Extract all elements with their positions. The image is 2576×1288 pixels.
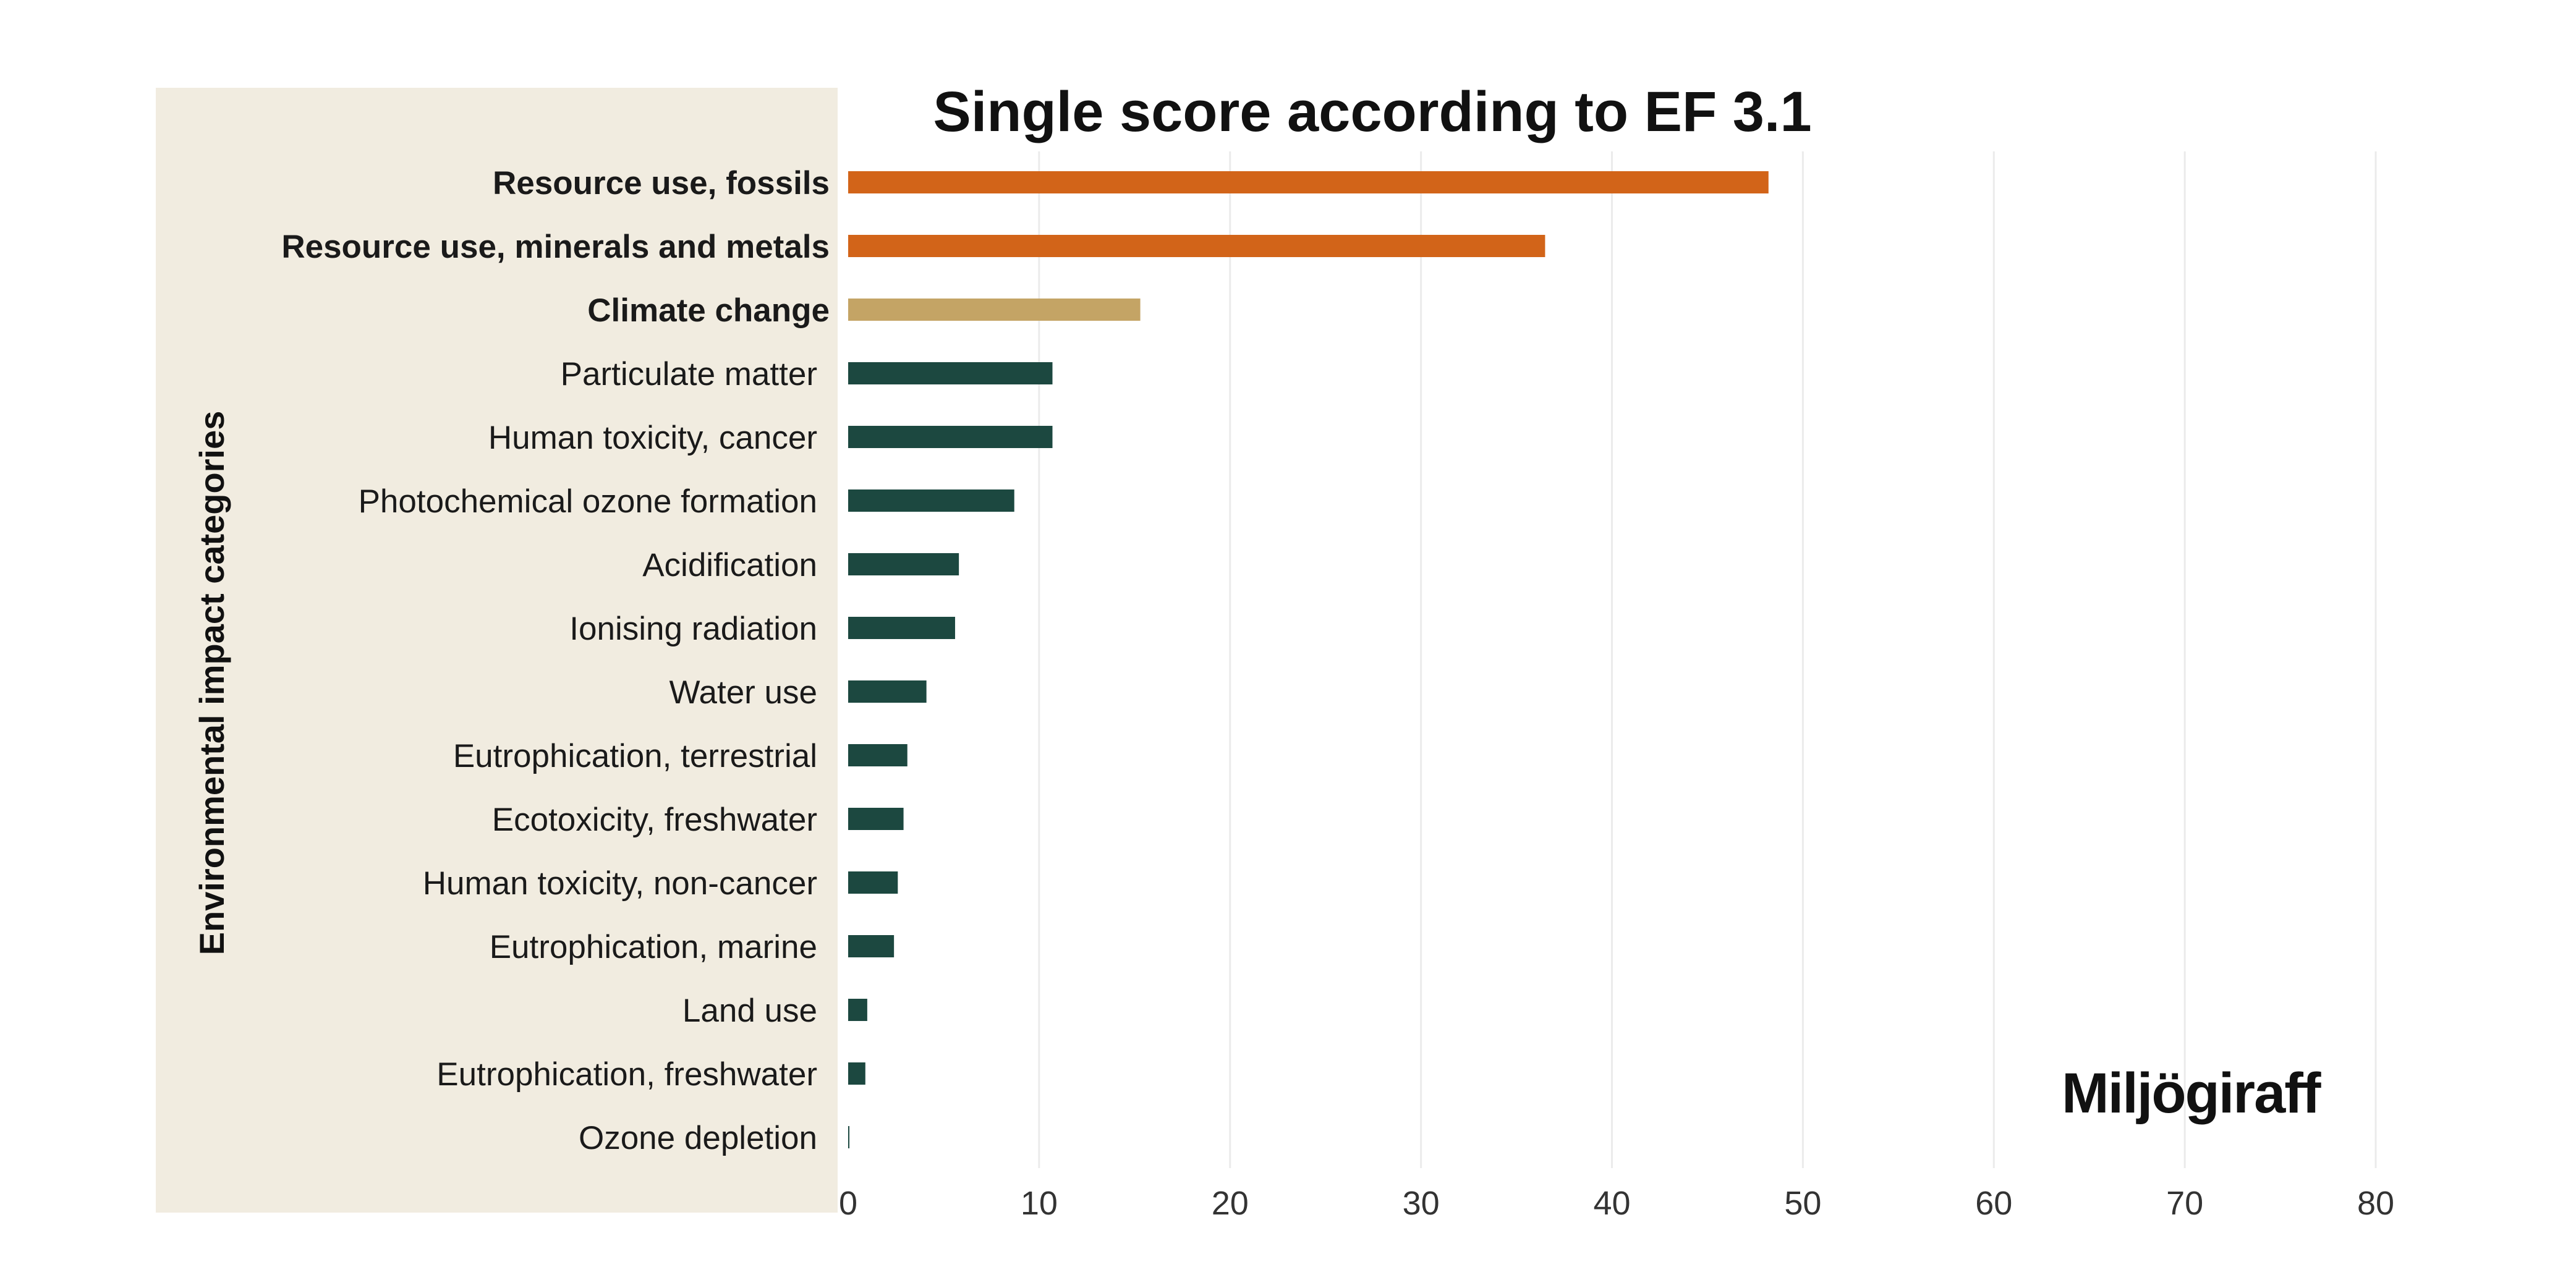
logo-text: Miljögiraff <box>2062 1062 2321 1125</box>
bar <box>848 1062 865 1085</box>
category-labels: Resource use, fossils Resource use, miner… <box>281 165 830 1156</box>
bar <box>848 680 927 703</box>
category-label: Acidification <box>642 547 817 583</box>
category-label: Eutrophication, terrestrial <box>453 738 817 774</box>
category-label: Ozone depletion <box>579 1120 817 1156</box>
category-label: Human toxicity, non-cancer <box>423 865 817 902</box>
x-tick-label: 50 <box>1784 1185 1821 1222</box>
y-axis-label: Environmental impact categories <box>192 411 231 955</box>
category-label: Human toxicity, cancer <box>488 420 817 456</box>
gridlines <box>1038 151 2377 1168</box>
bar <box>848 744 908 766</box>
bar <box>848 935 895 957</box>
x-tick-label: 10 <box>1021 1185 1058 1222</box>
bar <box>848 999 867 1021</box>
miljogiraff-logo: Miljögiraff <box>2062 1062 2323 1125</box>
x-tick-label: 80 <box>2357 1185 2394 1222</box>
category-label: Eutrophication, marine <box>490 929 817 965</box>
bar <box>848 871 898 894</box>
category-label: Eutrophication, freshwater <box>436 1056 817 1093</box>
bars <box>848 171 1769 1148</box>
bar <box>848 299 1141 321</box>
category-label: Resource use, fossils <box>493 165 830 201</box>
x-tick-label: 0 <box>839 1185 857 1222</box>
category-label: Photochemical ozone formation <box>359 483 817 520</box>
category-label: Land use <box>682 993 817 1029</box>
x-tick-label: 70 <box>2166 1185 2203 1222</box>
bar <box>848 617 955 639</box>
category-label: Particulate matter <box>561 356 817 392</box>
bar <box>848 808 904 830</box>
x-tick-label: 20 <box>1212 1185 1249 1222</box>
bar <box>848 362 1053 384</box>
category-label: Resource use, minerals and metals <box>281 229 830 265</box>
category-panel-background <box>156 88 838 1213</box>
category-label: Ecotoxicity, freshwater <box>492 802 817 838</box>
x-axis-ticks: 0 10 20 30 40 50 60 70 80 <box>839 1185 2394 1222</box>
x-tick-label: 30 <box>1403 1185 1440 1222</box>
x-tick-label: 60 <box>1975 1185 2012 1222</box>
bar <box>848 235 1545 257</box>
category-label: Climate change <box>587 292 830 329</box>
category-label: Ionising radiation <box>569 611 817 647</box>
chart-title: Single score according to EF 3.1 <box>933 80 1811 143</box>
bar <box>848 489 1014 512</box>
bar <box>848 1126 849 1148</box>
bar <box>848 426 1053 448</box>
x-tick-label: 40 <box>1593 1185 1630 1222</box>
bar <box>848 553 959 575</box>
bar <box>848 171 1769 193</box>
category-label: Water use <box>669 674 817 711</box>
